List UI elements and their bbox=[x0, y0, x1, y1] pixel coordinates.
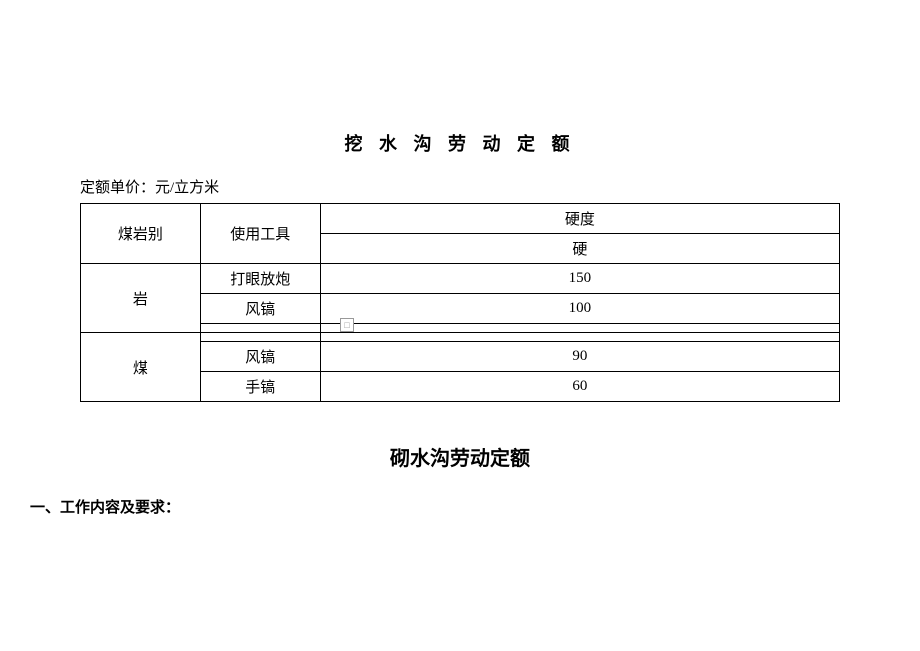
header-col-1: 煤岩别 bbox=[81, 204, 201, 264]
value-cell bbox=[320, 324, 839, 333]
table-row: 煤 bbox=[81, 333, 840, 342]
quota-table: 煤岩别 使用工具 硬度 硬 岩 打眼放炮 150 风镐 100 煤 风镐 90 … bbox=[80, 203, 840, 402]
value-cell: 100 bbox=[320, 294, 839, 324]
category-cell: 煤 bbox=[81, 333, 201, 402]
tool-cell: 风镐 bbox=[200, 294, 320, 324]
tool-cell bbox=[200, 333, 320, 342]
table-header-row-1: 煤岩别 使用工具 硬度 bbox=[81, 204, 840, 234]
unit-label: 定额单价：元/立方米 bbox=[80, 176, 850, 197]
main-title-2: 砌水沟劳动定额 bbox=[70, 442, 850, 471]
section-heading: 一、工作内容及要求： bbox=[30, 496, 850, 517]
tool-cell: 手镐 bbox=[200, 372, 320, 402]
tool-cell bbox=[200, 324, 320, 333]
value-cell: 90 bbox=[320, 342, 839, 372]
category-cell: 岩 bbox=[81, 264, 201, 333]
header-col-2: 使用工具 bbox=[200, 204, 320, 264]
tool-cell: 打眼放炮 bbox=[200, 264, 320, 294]
header-col-3-bottom: 硬 bbox=[320, 234, 839, 264]
value-cell: 60 bbox=[320, 372, 839, 402]
table-row: 岩 打眼放炮 150 bbox=[81, 264, 840, 294]
page-marker-icon: □ bbox=[340, 318, 354, 332]
tool-cell: 风镐 bbox=[200, 342, 320, 372]
value-cell: 150 bbox=[320, 264, 839, 294]
header-col-3-top: 硬度 bbox=[320, 204, 839, 234]
main-title-1: 挖 水 沟 劳 动 定 额 bbox=[70, 130, 850, 156]
value-cell bbox=[320, 333, 839, 342]
